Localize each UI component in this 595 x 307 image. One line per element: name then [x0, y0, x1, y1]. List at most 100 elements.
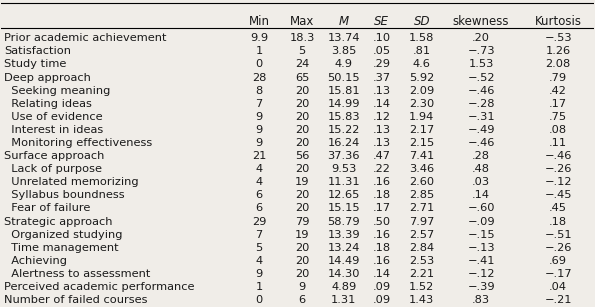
Text: .17: .17: [549, 99, 567, 109]
Text: 8: 8: [255, 86, 262, 96]
Text: .37: .37: [372, 72, 391, 83]
Text: −.73: −.73: [467, 46, 495, 56]
Text: 14.99: 14.99: [327, 99, 360, 109]
Text: 20: 20: [295, 112, 309, 122]
Text: .14: .14: [372, 269, 390, 279]
Text: 0: 0: [255, 60, 262, 69]
Text: 1: 1: [255, 282, 262, 292]
Text: Min: Min: [249, 15, 270, 28]
Text: .09: .09: [372, 295, 391, 305]
Text: −.31: −.31: [467, 112, 495, 122]
Text: skewness: skewness: [453, 15, 509, 28]
Text: .75: .75: [549, 112, 567, 122]
Text: Max: Max: [290, 15, 314, 28]
Text: .11: .11: [549, 138, 567, 148]
Text: .83: .83: [472, 295, 490, 305]
Text: 5: 5: [255, 243, 262, 253]
Text: 2.60: 2.60: [409, 177, 434, 187]
Text: 1: 1: [255, 46, 262, 56]
Text: 56: 56: [295, 151, 309, 161]
Text: 9: 9: [255, 125, 262, 135]
Text: 9.9: 9.9: [250, 33, 268, 43]
Text: .45: .45: [549, 204, 567, 213]
Text: 14.49: 14.49: [327, 256, 360, 266]
Text: 4: 4: [255, 164, 262, 174]
Text: 2.71: 2.71: [409, 204, 434, 213]
Text: 65: 65: [295, 72, 309, 83]
Text: 2.57: 2.57: [409, 230, 434, 240]
Text: 13.39: 13.39: [327, 230, 360, 240]
Text: 1.43: 1.43: [409, 295, 434, 305]
Text: Strategic approach: Strategic approach: [4, 216, 113, 227]
Text: 2.09: 2.09: [409, 86, 434, 96]
Text: .18: .18: [372, 190, 391, 200]
Text: Time management: Time management: [4, 243, 119, 253]
Text: .14: .14: [372, 99, 390, 109]
Text: 21: 21: [252, 151, 266, 161]
Text: 15.83: 15.83: [327, 112, 360, 122]
Text: 3.85: 3.85: [331, 46, 356, 56]
Text: −.26: −.26: [544, 243, 572, 253]
Text: 79: 79: [295, 216, 309, 227]
Text: 19: 19: [295, 230, 309, 240]
Text: .13: .13: [372, 138, 391, 148]
Text: −.51: −.51: [544, 230, 572, 240]
Text: −.28: −.28: [467, 99, 495, 109]
Text: .03: .03: [472, 177, 490, 187]
Text: .08: .08: [549, 125, 567, 135]
Text: −.46: −.46: [468, 138, 495, 148]
Text: −.46: −.46: [544, 151, 572, 161]
Text: 20: 20: [295, 86, 309, 96]
Text: 3.46: 3.46: [409, 164, 434, 174]
Text: Perceived academic performance: Perceived academic performance: [4, 282, 195, 292]
Text: −.15: −.15: [467, 230, 495, 240]
Text: −.26: −.26: [544, 164, 572, 174]
Text: 2.84: 2.84: [409, 243, 434, 253]
Text: 1.53: 1.53: [468, 60, 494, 69]
Text: .09: .09: [372, 282, 391, 292]
Text: 24: 24: [295, 60, 309, 69]
Text: 4.6: 4.6: [413, 60, 431, 69]
Text: .42: .42: [549, 86, 567, 96]
Text: −.12: −.12: [544, 177, 572, 187]
Text: 9: 9: [299, 282, 306, 292]
Text: 15.15: 15.15: [327, 204, 360, 213]
Text: .05: .05: [372, 46, 391, 56]
Text: 20: 20: [295, 190, 309, 200]
Text: 15.22: 15.22: [327, 125, 360, 135]
Text: Kurtosis: Kurtosis: [534, 15, 581, 28]
Text: .16: .16: [372, 230, 390, 240]
Text: .18: .18: [549, 216, 567, 227]
Text: 0: 0: [255, 295, 262, 305]
Text: .10: .10: [372, 33, 391, 43]
Text: 20: 20: [295, 256, 309, 266]
Text: 50.15: 50.15: [327, 72, 360, 83]
Text: −.39: −.39: [467, 282, 495, 292]
Text: Fear of failure: Fear of failure: [4, 204, 90, 213]
Text: −.53: −.53: [544, 33, 572, 43]
Text: 4: 4: [255, 177, 262, 187]
Text: −.21: −.21: [544, 295, 572, 305]
Text: Surface approach: Surface approach: [4, 151, 105, 161]
Text: Organized studying: Organized studying: [4, 230, 123, 240]
Text: 15.81: 15.81: [327, 86, 360, 96]
Text: Syllabus boundness: Syllabus boundness: [4, 190, 125, 200]
Text: Relating ideas: Relating ideas: [4, 99, 92, 109]
Text: 11.31: 11.31: [327, 177, 360, 187]
Text: 20: 20: [295, 243, 309, 253]
Text: 20: 20: [295, 164, 309, 174]
Text: 6: 6: [255, 190, 262, 200]
Text: 9: 9: [255, 269, 262, 279]
Text: .16: .16: [372, 256, 390, 266]
Text: 2.21: 2.21: [409, 269, 434, 279]
Text: −.09: −.09: [467, 216, 495, 227]
Text: 58.79: 58.79: [327, 216, 360, 227]
Text: 1.31: 1.31: [331, 295, 356, 305]
Text: 20: 20: [295, 138, 309, 148]
Text: −.12: −.12: [467, 269, 495, 279]
Text: 13.24: 13.24: [327, 243, 360, 253]
Text: 4.89: 4.89: [331, 282, 356, 292]
Text: .48: .48: [472, 164, 490, 174]
Text: 9.53: 9.53: [331, 164, 356, 174]
Text: 5: 5: [299, 46, 306, 56]
